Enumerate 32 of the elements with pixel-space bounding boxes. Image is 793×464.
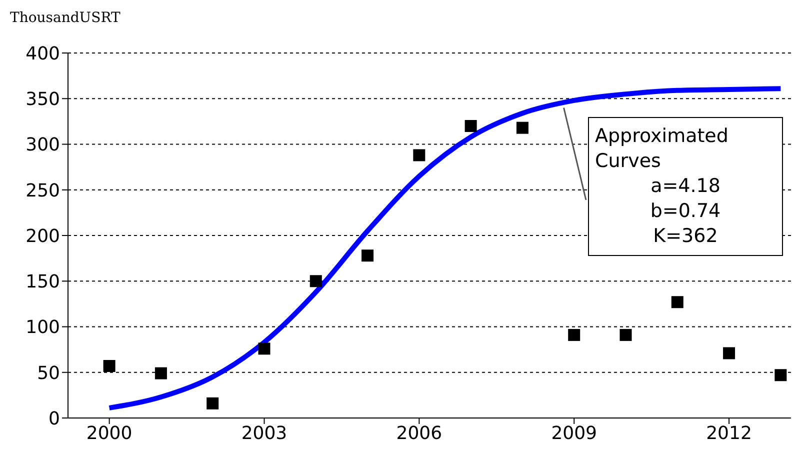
annotation: b=0.74 bbox=[649, 199, 722, 224]
point bbox=[310, 275, 322, 288]
y-tick-label: 0 bbox=[48, 408, 60, 430]
point bbox=[464, 120, 477, 132]
point bbox=[723, 347, 736, 360]
point bbox=[516, 122, 528, 134]
y-tick-label: 100 bbox=[26, 317, 60, 338]
x-tick-label: 2003 bbox=[241, 422, 288, 444]
x-tick-label: 2000 bbox=[86, 422, 132, 444]
point bbox=[568, 328, 580, 341]
x-tick-label: 2012 bbox=[706, 422, 752, 444]
y-tick-label: 400 bbox=[26, 43, 60, 64]
point bbox=[206, 397, 219, 410]
annotation: a=4.18 bbox=[650, 174, 722, 199]
y-tick-label: 250 bbox=[26, 180, 60, 202]
point bbox=[258, 342, 270, 355]
y-tick-label: 300 bbox=[26, 134, 60, 156]
y-tick-label: 200 bbox=[26, 226, 60, 247]
point bbox=[413, 149, 426, 162]
point bbox=[671, 296, 684, 308]
point bbox=[774, 369, 787, 382]
y-axis-title: ThousandUSRT bbox=[10, 10, 120, 26]
y-tick-label: 350 bbox=[26, 89, 60, 110]
annotation: K=362 bbox=[652, 224, 719, 249]
point bbox=[620, 328, 632, 341]
point bbox=[103, 360, 116, 372]
point bbox=[362, 250, 374, 262]
x-tick-label: 2009 bbox=[551, 422, 598, 444]
y-tick-label: 150 bbox=[26, 272, 60, 293]
point bbox=[154, 367, 167, 380]
y-tick-label: 50 bbox=[37, 362, 60, 384]
x-tick-label: 2006 bbox=[396, 422, 442, 444]
